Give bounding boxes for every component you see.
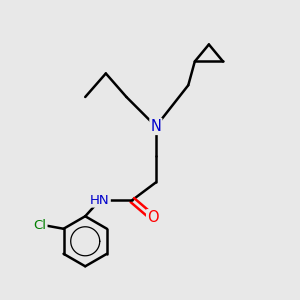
Text: Cl: Cl: [34, 219, 46, 232]
Text: O: O: [147, 210, 159, 225]
Text: N: N: [151, 119, 161, 134]
Text: HN: HN: [90, 194, 110, 207]
